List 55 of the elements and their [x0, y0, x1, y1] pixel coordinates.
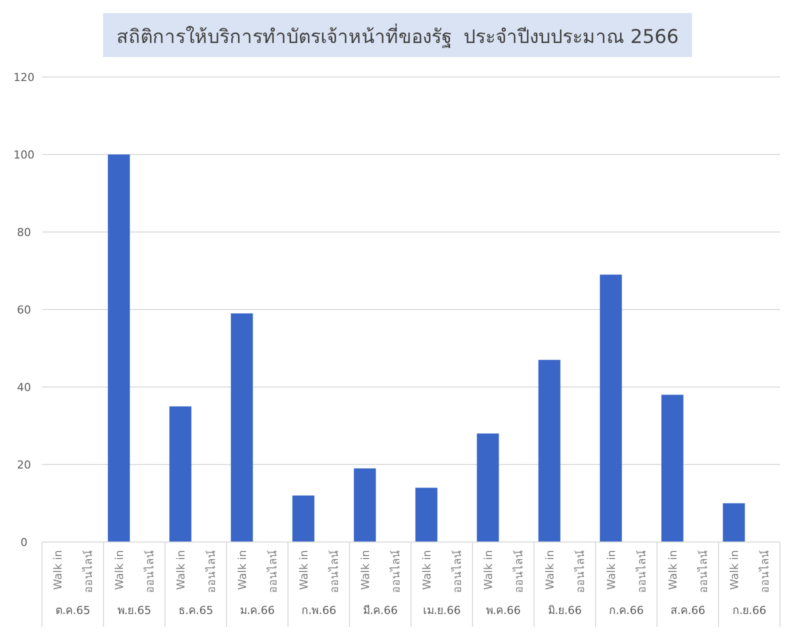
bar — [354, 468, 376, 542]
chart-title: สถิติการให้บริการทำบัตรเจ้าหน้าที่ของรัฐ ประจำปีงบประมาณ 2566 — [116, 23, 679, 48]
text: Walk in — [482, 550, 495, 590]
x-tick-label: ต.ค.65 — [55, 604, 90, 617]
bar — [476, 434, 499, 542]
text: Walk in — [358, 550, 372, 590]
x-tick-label: ส.ค.66 — [670, 604, 706, 617]
x-tick-label: มิ.ย.66 — [548, 604, 582, 617]
bar — [722, 503, 745, 542]
text: Walk in — [666, 550, 680, 590]
text: Walk in — [174, 550, 188, 590]
text: Walk in — [728, 550, 741, 590]
bar — [108, 154, 130, 542]
bar — [292, 496, 314, 542]
text: Walk in — [236, 550, 249, 590]
bar — [169, 406, 192, 542]
text: ออนไลน์ — [390, 550, 403, 593]
y-tick-label: 0 — [20, 536, 28, 549]
x-tick-label: ม.ค.66 — [240, 604, 275, 617]
text: Walk in — [51, 550, 64, 590]
text: ออนไลน์ — [574, 550, 588, 593]
x-tick-label: พ.ค.66 — [486, 604, 521, 617]
text: Walk in — [297, 550, 310, 590]
x-tick-label: ก.พ.66 — [301, 604, 336, 617]
x-tick-label: พ.ย.65 — [117, 604, 152, 617]
bar — [661, 394, 684, 542]
text: ออนไลน์ — [697, 550, 710, 593]
text: ออนไลน์ — [512, 550, 526, 593]
bar — [538, 360, 560, 542]
bar — [230, 313, 253, 542]
text: ออนไลน์ — [82, 550, 96, 593]
bar — [600, 274, 622, 542]
y-tick-label: 80 — [17, 226, 31, 239]
text: ออนไลน์ — [266, 550, 280, 593]
text: ออนไลน์ — [451, 550, 464, 593]
y-tick-label: 20 — [17, 458, 31, 472]
x-tick-label: ก.ค.66 — [608, 604, 644, 617]
y-tick-label: 100 — [14, 148, 34, 162]
y-tick-label: 120 — [14, 71, 34, 84]
bar — [415, 488, 438, 542]
text: Walk in — [604, 550, 618, 590]
text: Walk in — [543, 550, 556, 590]
text: ออนไลน์ — [328, 550, 342, 593]
text: ออนไลน์ — [636, 550, 649, 593]
text: ออนไลน์ — [144, 550, 157, 593]
x-tick-label: ก.ย.66 — [732, 604, 766, 617]
y-tick-label: 40 — [17, 381, 31, 394]
x-tick-label: ธ.ค.65 — [178, 604, 214, 617]
text: ออนไลน์ — [205, 550, 218, 593]
x-tick-label: มี.ค.66 — [362, 604, 398, 617]
text: Walk in — [420, 550, 434, 590]
text: ออนไลน์ — [758, 550, 772, 593]
x-tick-label: เม.ย.66 — [422, 604, 461, 617]
y-tick-label: 60 — [17, 304, 31, 316]
text: Walk in — [112, 550, 126, 590]
